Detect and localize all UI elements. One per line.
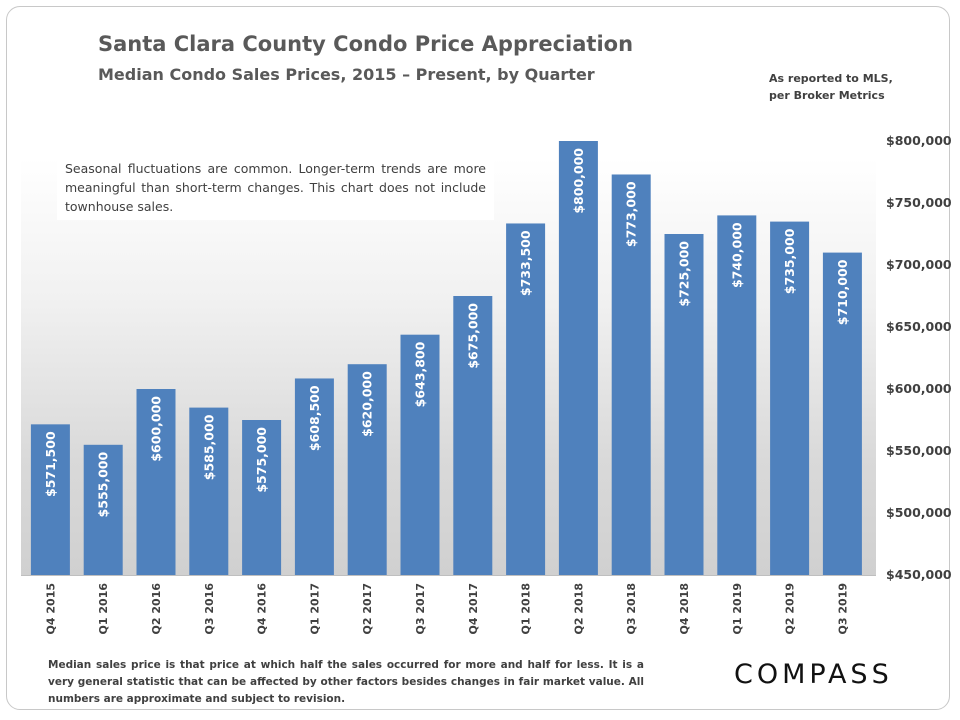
category-label: Q2 2016 — [150, 583, 163, 635]
bar-q1-2019 — [717, 215, 757, 575]
bar-value-label: $773,000 — [624, 181, 639, 247]
bar-value-label: $585,000 — [201, 414, 216, 480]
bar-q3-2018 — [611, 174, 651, 576]
bar-q4-2015 — [30, 424, 70, 575]
source-note: As reported to MLS, per Broker Metrics — [769, 70, 899, 104]
bar-value-label: $725,000 — [677, 241, 692, 307]
category-label: Q4 2015 — [44, 583, 57, 634]
bar-q3-2019 — [822, 252, 862, 575]
y-tick-label: $750,000 — [886, 195, 952, 210]
bar-q3-2017 — [400, 334, 440, 575]
y-tick-label: $450,000 — [886, 567, 952, 582]
bar-value-label: $733,500 — [518, 230, 533, 296]
y-tick-label: $600,000 — [886, 381, 952, 396]
category-label: Q1 2018 — [520, 583, 533, 634]
bar-q1-2018 — [506, 223, 546, 575]
bar-q1-2016 — [83, 444, 123, 575]
bar-value-label: $740,000 — [729, 222, 744, 288]
category-label: Q4 2016 — [256, 583, 269, 635]
bar-q2-2019 — [770, 221, 810, 575]
bar-value-label: $555,000 — [96, 452, 111, 518]
category-label: Q4 2017 — [467, 583, 480, 634]
bar-value-label: $710,000 — [835, 259, 850, 325]
bar-q4-2017 — [453, 296, 493, 575]
bar-value-label: $675,000 — [465, 303, 480, 369]
category-label: Q3 2016 — [203, 583, 216, 635]
y-tick-label: $500,000 — [886, 505, 952, 520]
bar-value-label: $800,000 — [571, 148, 586, 214]
category-label: Q3 2017 — [414, 583, 427, 634]
bar-q2-2017 — [347, 364, 387, 575]
bar-value-label: $735,000 — [782, 228, 797, 294]
category-label: Q1 2019 — [731, 583, 744, 634]
chart-title: Santa Clara County Condo Price Appreciat… — [98, 32, 634, 56]
bar-value-label: $608,500 — [307, 385, 322, 451]
bar-value-label: $600,000 — [149, 396, 164, 462]
category-label: Q3 2018 — [625, 583, 638, 634]
compass-logo: COMPASS — [734, 659, 893, 690]
category-label: Q4 2018 — [678, 583, 691, 634]
y-tick-label: $550,000 — [886, 443, 952, 458]
bar-value-label: $575,000 — [254, 427, 269, 493]
bar-q4-2018 — [664, 234, 704, 575]
category-label: Q1 2016 — [97, 583, 110, 635]
y-tick-label: $800,000 — [886, 133, 952, 148]
category-label: Q2 2019 — [784, 583, 797, 634]
y-tick-label: $700,000 — [886, 257, 952, 272]
category-label: Q3 2019 — [836, 583, 849, 634]
chart-subtitle: Median Condo Sales Prices, 2015 – Presen… — [98, 65, 595, 84]
category-label: Q1 2017 — [308, 583, 321, 634]
bar-q2-2016 — [136, 389, 176, 575]
bar-q3-2016 — [189, 407, 229, 575]
source-line-1: As reported to MLS, — [769, 72, 893, 85]
bar-value-label: $571,500 — [43, 431, 58, 497]
bar-q4-2016 — [242, 420, 282, 575]
footer-disclaimer: Median sales price is that price at whic… — [48, 659, 644, 705]
bar-q1-2017 — [294, 378, 334, 575]
bar-q2-2018 — [558, 141, 598, 575]
seasonal-note: Seasonal fluctuations are common. Longer… — [57, 152, 494, 220]
category-label: Q2 2018 — [572, 583, 585, 634]
bar-value-label: $643,800 — [413, 341, 428, 407]
source-line-2: per Broker Metrics — [769, 89, 885, 102]
bar-value-label: $620,000 — [360, 371, 375, 437]
category-label: Q2 2017 — [361, 583, 374, 634]
y-tick-label: $650,000 — [886, 319, 952, 334]
